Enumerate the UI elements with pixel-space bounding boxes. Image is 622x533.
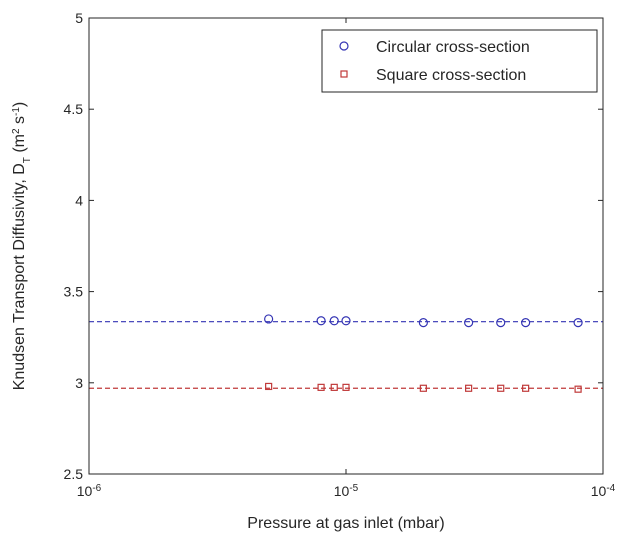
point [317, 383, 325, 391]
point [574, 385, 582, 393]
y-tick-label: 4.5 [64, 101, 84, 117]
y-tick-label: 5 [75, 10, 83, 26]
point [264, 314, 274, 324]
legend-box [321, 29, 598, 93]
point [496, 318, 506, 328]
point [330, 383, 338, 391]
point [521, 318, 531, 328]
point [341, 316, 351, 326]
point [342, 383, 350, 391]
y-tick-label: 3.5 [64, 284, 84, 300]
point [522, 384, 530, 392]
point [464, 318, 474, 328]
point [573, 318, 583, 328]
y-tick-label: 4 [75, 192, 83, 208]
point [316, 316, 326, 326]
y-tick-label: 2.5 [64, 466, 84, 482]
x-axis-label: Pressure at gas inlet (mbar) [247, 515, 444, 532]
point [419, 384, 427, 392]
legend-marker [340, 70, 348, 78]
legend-label: Square cross-section [376, 67, 526, 84]
x-tick-label: 10-6 [77, 483, 102, 500]
point [465, 384, 473, 392]
y-axis-label: Knudsen Transport Diffusivity, DT (m2 s-… [11, 102, 33, 391]
point [329, 316, 339, 326]
legend-label: Circular cross-section [376, 39, 530, 56]
point [265, 382, 273, 391]
x-tick-label: 10-5 [334, 483, 359, 500]
x-tick-label: 10-4 [591, 483, 616, 500]
point [497, 384, 505, 392]
plot-area [89, 18, 603, 474]
legend-marker [339, 41, 349, 51]
point [418, 318, 428, 328]
y-tick-label: 3 [75, 375, 83, 391]
